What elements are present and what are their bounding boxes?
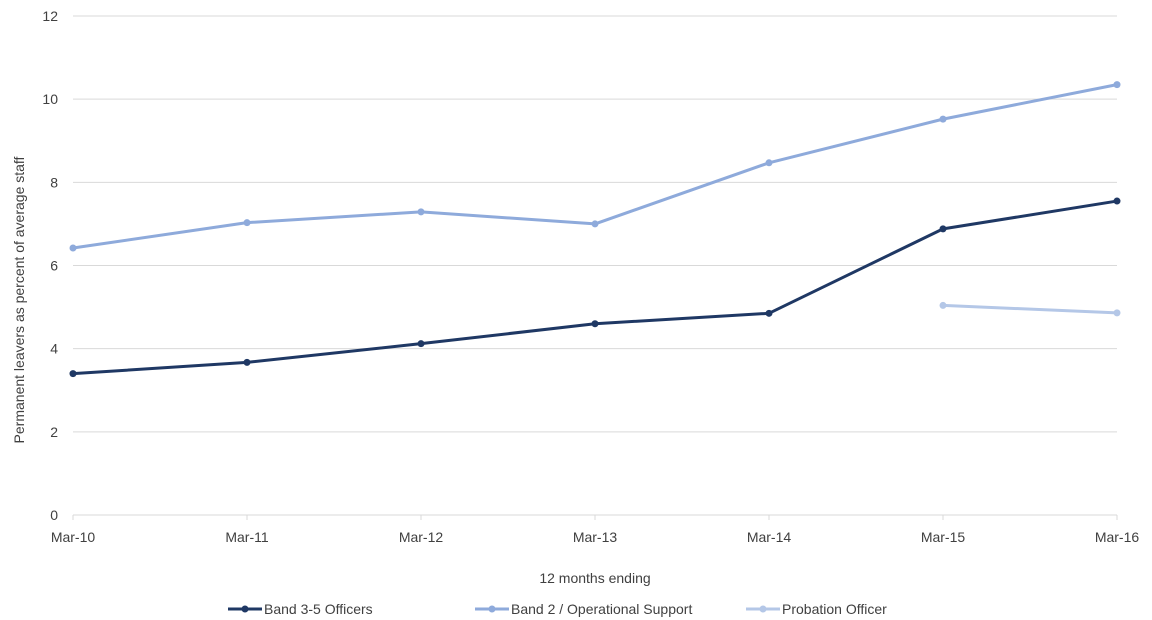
series-line (942, 303, 1118, 315)
data-point (939, 225, 947, 233)
legend: Band 3-5 Officers Band 2 / Operational Su… (228, 601, 887, 617)
y-tick-label: 6 (50, 258, 58, 274)
legend-item: Probation Officer (746, 601, 887, 617)
y-axis-title: Permanent leavers as percent of average … (11, 156, 27, 443)
data-point (765, 309, 773, 317)
data-point (69, 370, 77, 378)
legend-label: Band 3-5 Officers (264, 601, 373, 617)
data-point (591, 320, 599, 328)
data-point (243, 358, 251, 366)
y-tick-label: 10 (42, 91, 58, 107)
data-point (765, 159, 773, 167)
x-tick-label: Mar-10 (51, 529, 96, 545)
data-point (69, 244, 77, 252)
x-tick-label: Mar-11 (225, 529, 269, 545)
x-tick-label: Mar-16 (1095, 529, 1140, 545)
legend-marker (759, 605, 767, 613)
x-tick-label: Mar-15 (921, 529, 966, 545)
legend-marker (241, 605, 249, 613)
gridlines (73, 15, 1117, 516)
y-tick-label: 0 (50, 507, 58, 523)
legend-marker (488, 605, 496, 613)
series-lines (69, 81, 1121, 378)
y-tick-label: 2 (50, 424, 58, 440)
data-point (417, 208, 425, 216)
legend-item: Band 2 / Operational Support (475, 601, 692, 617)
series-0 (69, 197, 1121, 378)
data-point (1113, 81, 1121, 89)
data-point (1113, 197, 1121, 205)
x-tick-label: Mar-12 (399, 529, 444, 545)
y-axis-ticks: 0 2 4 6 8 10 12 (42, 8, 58, 523)
series-1 (69, 81, 1121, 252)
x-axis-ticks: Mar-10 Mar-11 Mar-12 Mar-13 Mar-14 Mar-15 Mar-… (51, 515, 1140, 545)
x-tick-label: Mar-13 (573, 529, 618, 545)
data-point (939, 115, 947, 123)
y-tick-label: 8 (50, 174, 58, 190)
x-axis-title: 12 months ending (539, 570, 650, 586)
data-point (591, 220, 599, 228)
legend-label: Probation Officer (782, 601, 887, 617)
y-tick-label: 12 (42, 8, 58, 24)
series-2 (939, 301, 1121, 317)
data-point (243, 219, 251, 227)
data-point (939, 301, 947, 309)
x-tick-label: Mar-14 (747, 529, 792, 545)
legend-item: Band 3-5 Officers (228, 601, 373, 617)
data-point (1113, 309, 1121, 317)
y-tick-label: 4 (50, 341, 58, 357)
legend-label: Band 2 / Operational Support (511, 601, 692, 617)
data-point (417, 340, 425, 348)
